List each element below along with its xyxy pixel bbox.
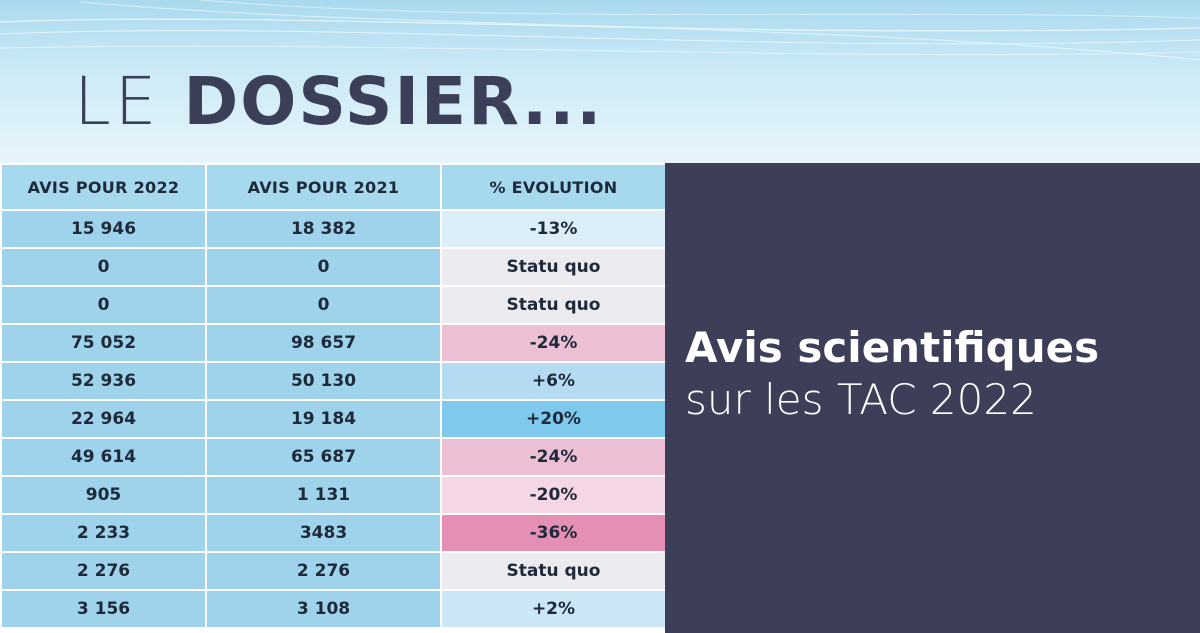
table-row: 2 233 3483 -36% bbox=[0, 513, 667, 553]
evolution-cell: -36% bbox=[440, 513, 667, 553]
avis-2021-cell: 1 131 bbox=[205, 475, 442, 515]
avis-2021-cell: 50 130 bbox=[205, 361, 442, 401]
table-row: 0 0 Statu quo bbox=[0, 247, 667, 287]
table-body: 15 946 18 382 -13% 0 0 Statu quo 0 0 Statu quo 75… bbox=[0, 209, 667, 629]
table-row: 52 936 50 130 +6% bbox=[0, 361, 667, 401]
avis-2022-cell: 75 052 bbox=[0, 323, 207, 363]
avis-2022-cell: 52 936 bbox=[0, 361, 207, 401]
avis-2021-cell: 3483 bbox=[205, 513, 442, 553]
header-banner: LE DOSSIER... bbox=[0, 0, 1200, 165]
avis-2022-cell: 3 156 bbox=[0, 589, 207, 629]
table-row: 0 0 Statu quo bbox=[0, 285, 667, 325]
table-row: 22 964 19 184 +20% bbox=[0, 399, 667, 439]
evolution-cell: +6% bbox=[440, 361, 667, 401]
decorative-wave-lines bbox=[0, 0, 1200, 61]
page-title-bold: DOSSIER... bbox=[183, 63, 604, 140]
avis-2021-cell: 18 382 bbox=[205, 209, 442, 249]
avis-2021-cell: 19 184 bbox=[205, 399, 442, 439]
evolution-cell: +20% bbox=[440, 399, 667, 439]
avis-2022-cell: 49 614 bbox=[0, 437, 207, 477]
avis-2021-cell: 0 bbox=[205, 247, 442, 287]
table-row: 905 1 131 -20% bbox=[0, 475, 667, 515]
column-header-avis-2021: AVIS POUR 2021 bbox=[205, 163, 442, 211]
avis-2021-cell: 2 276 bbox=[205, 551, 442, 591]
table-row: 15 946 18 382 -13% bbox=[0, 209, 667, 249]
panel-subtitle: sur les TAC 2022 bbox=[685, 375, 1037, 424]
avis-2021-cell: 3 108 bbox=[205, 589, 442, 629]
page-title-light: LE bbox=[74, 63, 161, 140]
avis-2022-cell: 15 946 bbox=[0, 209, 207, 249]
column-header-evolution: % EVOLUTION bbox=[440, 163, 667, 211]
avis-2021-cell: 0 bbox=[205, 285, 442, 325]
evolution-cell: Statu quo bbox=[440, 247, 667, 287]
panel-title: Avis scientifiques bbox=[685, 323, 1100, 372]
table-header-row: AVIS POUR 2022 AVIS POUR 2021 % EVOLUTIO… bbox=[0, 163, 667, 211]
avis-2022-cell: 0 bbox=[0, 247, 207, 287]
table-row: 49 614 65 687 -24% bbox=[0, 437, 667, 477]
avis-2022-cell: 0 bbox=[0, 285, 207, 325]
page-title: LE DOSSIER... bbox=[74, 62, 603, 142]
evolution-cell: -20% bbox=[440, 475, 667, 515]
info-panel: Avis scientifiques sur les TAC 2022 bbox=[665, 163, 1200, 633]
evolution-cell: Statu quo bbox=[440, 551, 667, 591]
evolution-cell: -24% bbox=[440, 437, 667, 477]
evolution-cell: -24% bbox=[440, 323, 667, 363]
table-row: 2 276 2 276 Statu quo bbox=[0, 551, 667, 591]
avis-2022-cell: 2 233 bbox=[0, 513, 207, 553]
avis-table: AVIS POUR 2022 AVIS POUR 2021 % EVOLUTIO… bbox=[0, 163, 667, 629]
column-header-avis-2022: AVIS POUR 2022 bbox=[0, 163, 207, 211]
evolution-cell: +2% bbox=[440, 589, 667, 629]
evolution-cell: -13% bbox=[440, 209, 667, 249]
avis-2022-cell: 2 276 bbox=[0, 551, 207, 591]
evolution-cell: Statu quo bbox=[440, 285, 667, 325]
avis-2021-cell: 98 657 bbox=[205, 323, 442, 363]
table-row: 75 052 98 657 -24% bbox=[0, 323, 667, 363]
avis-2022-cell: 22 964 bbox=[0, 399, 207, 439]
avis-2022-cell: 905 bbox=[0, 475, 207, 515]
avis-2021-cell: 65 687 bbox=[205, 437, 442, 477]
avis-table-container: AVIS POUR 2022 AVIS POUR 2021 % EVOLUTIO… bbox=[0, 163, 667, 633]
table-row: 3 156 3 108 +2% bbox=[0, 589, 667, 629]
